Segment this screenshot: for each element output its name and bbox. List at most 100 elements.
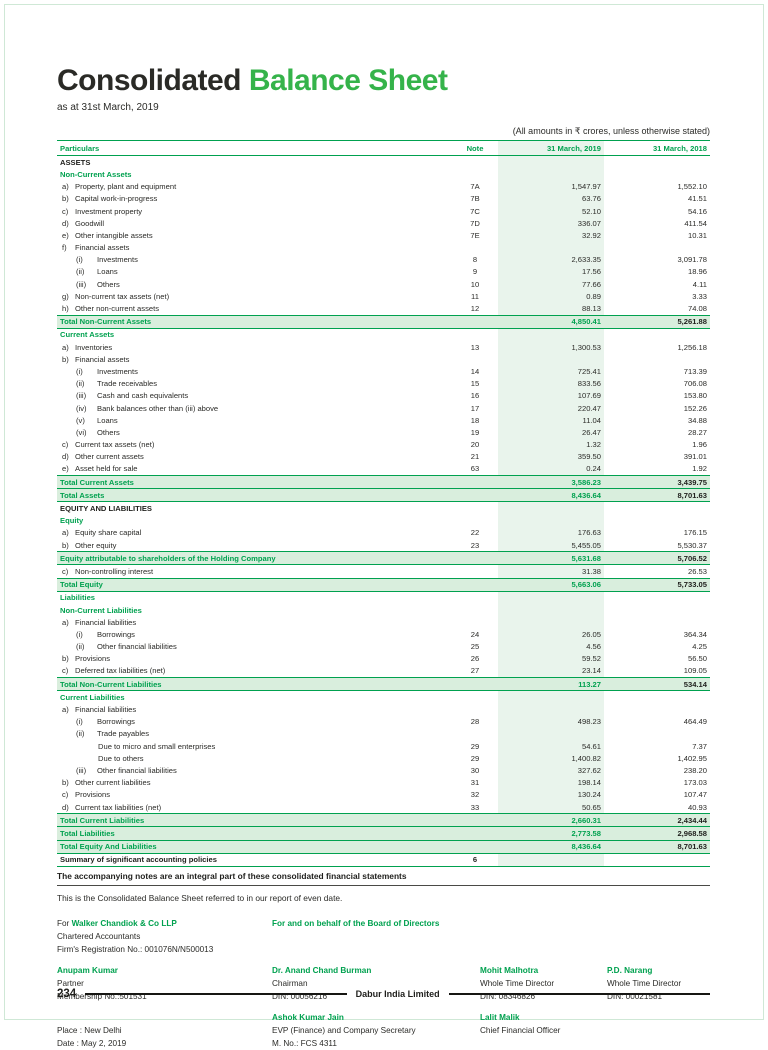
- row-label: Current Assets: [60, 330, 115, 340]
- row-value-2019: [498, 328, 604, 341]
- row-note: [452, 565, 498, 578]
- director1-name: Mohit Malhotra: [480, 965, 539, 975]
- row-value-2018: [604, 515, 710, 527]
- auditor-firm-line: For Walker Chandiok & Co LLP: [57, 917, 272, 930]
- row-value-2019: [498, 241, 604, 254]
- row-label: Current Liabilities: [60, 692, 125, 702]
- row-value-2018: 391.01: [683, 452, 707, 462]
- table-row: (iv) Bank balances other than (iii) above…: [57, 401, 710, 415]
- row-label: (iii) Cash and cash equivalents: [76, 391, 189, 401]
- table-row: a) Financial liabilities: [57, 703, 710, 716]
- row-value-2018: 109.05: [683, 666, 707, 676]
- row-value-2019: [498, 703, 604, 716]
- row-label: (ii) Trade payables: [76, 729, 150, 739]
- row-label: Equity attributable to shareholders of t…: [57, 551, 452, 566]
- table-row: (i) Investments 14 725.41 713.39: [57, 365, 710, 378]
- row-label: Total Non-Current Liabilities: [57, 677, 452, 692]
- row-value-2019: 32.92: [498, 229, 604, 242]
- row-value-2019: 5,631.68: [498, 551, 604, 566]
- row-value-2018: 28.27: [687, 427, 707, 437]
- row-value-2019: 26.05: [498, 628, 604, 641]
- row-note: 8: [472, 255, 478, 265]
- row-note: [452, 813, 498, 828]
- row-label: (iii) Other financial liabilities: [76, 765, 177, 775]
- row-value-2018: 54.16: [687, 206, 707, 216]
- row-value-2019: [498, 616, 604, 629]
- table-row: Total Non-Current Liabilities 113.27 534.1…: [57, 677, 710, 692]
- row-value-2019: 1.32: [498, 438, 604, 451]
- row-value-2018: 34.88: [687, 415, 707, 425]
- row-label: d) Goodwill: [62, 218, 105, 228]
- table-row: Total Assets 8,436.64 8,701.63: [57, 488, 710, 503]
- table-row: Non-Current Liabilities: [57, 603, 710, 617]
- row-value-2018: 238.20: [683, 765, 707, 775]
- row-value-2018: [604, 242, 710, 254]
- table-row: e) Asset held for sale 63 0.24 1.92: [57, 462, 710, 476]
- row-value-2019: 52.10: [498, 204, 604, 218]
- row-value-2018: 8,701.63: [604, 488, 710, 503]
- row-value-2018: 1.92: [692, 464, 707, 474]
- table-row: ASSETS: [57, 155, 710, 169]
- column-header-2018: 31 March, 2018: [604, 139, 710, 157]
- sign-date: Date : May 2, 2019: [57, 1038, 127, 1048]
- row-value-2019: 2,633.35: [498, 253, 604, 266]
- cfo-role: Chief Financial Officer: [480, 1025, 561, 1035]
- row-value-2019: 198.14: [498, 776, 604, 789]
- row-note: 6: [472, 855, 478, 865]
- row-value-2019: 8,436.64: [498, 488, 604, 503]
- row-value-2018: 3.33: [692, 291, 707, 301]
- row-value-2018: [604, 353, 710, 365]
- row-value-2019: [498, 690, 604, 704]
- table-row: Current Liabilities: [57, 690, 710, 704]
- row-value-2018: [604, 502, 710, 515]
- row-value-2019: [498, 591, 604, 604]
- row-value-2019: [498, 603, 604, 617]
- row-note: [452, 577, 498, 592]
- amounts-note: (All amounts in ₹ crores, unless otherwi…: [512, 126, 710, 136]
- row-value-2018: 152.26: [683, 403, 707, 413]
- partner-name: Anupam Kumar: [57, 965, 118, 975]
- row-value-2018: 5,706.52: [604, 551, 710, 566]
- table-row: Current Assets: [57, 328, 710, 341]
- row-value-2018: 713.39: [683, 366, 707, 376]
- row-label: Total Current Liabilities: [57, 813, 452, 828]
- row-label: Summary of significant accounting polici…: [60, 855, 217, 865]
- row-value-2018: [604, 703, 710, 715]
- row-note: 25: [470, 642, 480, 652]
- row-label: g) Non-current tax assets (net): [62, 291, 170, 301]
- director2-id: DIN: 00021581: [607, 991, 663, 1001]
- table-row: Summary of significant accounting polici…: [57, 853, 710, 867]
- row-note: 20: [470, 440, 480, 450]
- row-value-2019: 5,455.05: [498, 539, 604, 552]
- table-row: Total Equity 5,663.06 5,733.05: [57, 577, 710, 592]
- table-row: a) Equity share capital 22 176.63 176.15: [57, 526, 710, 539]
- row-note: 23: [470, 540, 480, 550]
- row-note: 7A: [470, 182, 480, 192]
- row-value-2018: 8,701.63: [604, 839, 710, 854]
- row-value-2019: 88.13: [498, 302, 604, 316]
- row-label: (ii) Loans: [76, 267, 118, 277]
- row-value-2018: 3,439.75: [604, 475, 710, 490]
- page-number: 234: [57, 988, 77, 1000]
- row-value-2018: 364.34: [683, 629, 707, 639]
- row-label: (iv) Bank balances other than (iii) above: [76, 403, 219, 413]
- row-note: [452, 475, 498, 490]
- row-label: (ii) Other financial liabilities: [76, 642, 177, 652]
- row-value-2018: 7.37: [692, 741, 707, 751]
- row-label: Total Equity: [57, 577, 452, 592]
- table-row: (vi) Others 19 26.47 28.27: [57, 426, 710, 439]
- row-label: c) Investment property: [62, 206, 143, 216]
- row-value-2018: 4.11: [692, 279, 707, 289]
- board-heading: For and on behalf of the Board of Direct…: [272, 918, 440, 928]
- row-label: ASSETS: [60, 157, 91, 167]
- row-label: EQUITY AND LIABILITIES: [60, 504, 152, 514]
- row-value-2019: 220.47: [498, 401, 604, 415]
- row-value-2018: 1.96: [692, 440, 707, 450]
- row-label: Liabilities: [60, 593, 96, 603]
- row-label: (i) Investments: [76, 366, 138, 376]
- row-label: (i) Investments: [76, 255, 138, 265]
- auditor-firm-role: Chartered Accountants: [57, 931, 141, 941]
- cfo-name: Lalit Malik: [480, 1012, 520, 1022]
- row-label: c) Non-controlling interest: [62, 566, 154, 576]
- table-row: Total Equity And Liabilities 8,436.64 8,70…: [57, 839, 710, 854]
